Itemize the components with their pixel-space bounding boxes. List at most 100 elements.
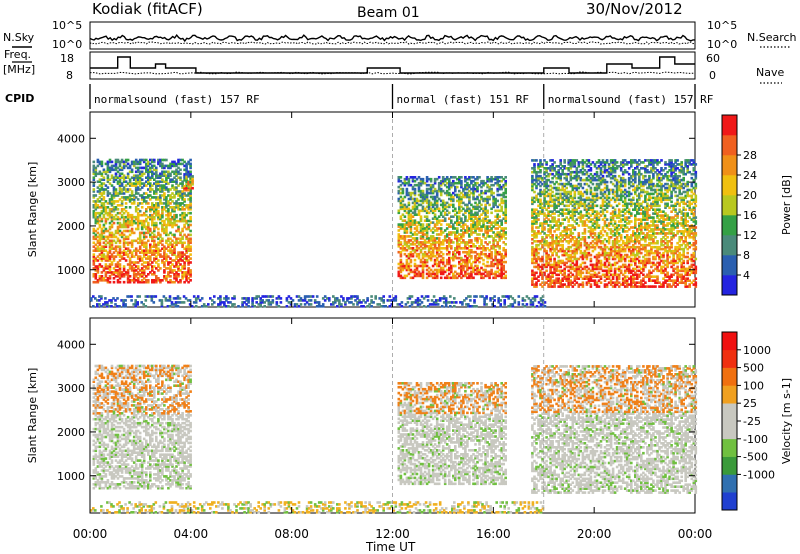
data-cell xyxy=(142,269,146,272)
data-cell xyxy=(116,217,120,221)
data-cell xyxy=(92,209,96,213)
data-cell xyxy=(553,257,556,261)
data-cell xyxy=(108,243,112,247)
data-cell xyxy=(421,225,425,228)
data-cell xyxy=(599,188,603,192)
data-cell xyxy=(468,274,471,278)
data-cell xyxy=(535,196,538,200)
data-cell xyxy=(98,206,102,209)
data-cell xyxy=(407,225,411,228)
data-cell xyxy=(116,263,120,266)
data-cell xyxy=(478,193,481,197)
data-cell xyxy=(177,190,180,193)
data-cell xyxy=(423,227,427,230)
data-cell xyxy=(134,192,138,195)
data-cell xyxy=(563,198,566,202)
data-cell xyxy=(126,188,130,191)
data-cell xyxy=(435,256,439,260)
data-cell xyxy=(601,165,605,168)
data-cell xyxy=(555,247,558,251)
data-cell xyxy=(555,165,558,168)
data-cell xyxy=(421,227,425,230)
data-cell xyxy=(535,251,538,255)
data-cell xyxy=(488,276,491,280)
data-cell xyxy=(106,280,110,284)
data-cell xyxy=(445,185,449,189)
data-cell xyxy=(98,241,102,245)
data-cell xyxy=(425,227,429,230)
data-cell xyxy=(413,219,417,222)
data-cell xyxy=(126,243,130,247)
data-cell xyxy=(165,198,168,201)
data-cell xyxy=(547,172,550,176)
data-cell xyxy=(409,221,413,224)
data-cell xyxy=(435,264,439,268)
data-cell xyxy=(577,267,581,271)
data-cell xyxy=(468,245,471,248)
data-cell xyxy=(130,176,134,179)
data-cell xyxy=(92,257,96,260)
data-cell xyxy=(565,167,568,170)
data-cell xyxy=(591,200,595,204)
data-cell xyxy=(122,245,126,248)
data-cell xyxy=(591,279,595,282)
data-cell xyxy=(545,222,548,225)
data-cell xyxy=(136,221,140,225)
data-cell xyxy=(480,207,483,211)
data-cell xyxy=(407,197,411,201)
data-cell xyxy=(595,216,599,219)
data-cell xyxy=(623,224,627,227)
data-cell xyxy=(399,195,403,199)
data-cell xyxy=(533,234,536,237)
data-cell xyxy=(555,253,558,257)
data-cell xyxy=(132,162,136,166)
data-cell xyxy=(100,172,104,176)
data-cell xyxy=(124,184,128,187)
data-cell xyxy=(445,235,449,238)
data-cell xyxy=(484,207,487,211)
data-cell xyxy=(585,214,589,217)
data-cell xyxy=(149,198,152,201)
data-cell xyxy=(118,164,122,168)
data-cell xyxy=(569,259,573,263)
data-cell xyxy=(466,276,469,280)
data-cell xyxy=(613,228,617,231)
data-cell xyxy=(153,215,156,219)
data-cell xyxy=(138,247,142,250)
data-cell xyxy=(535,170,538,174)
data-cell xyxy=(621,277,625,280)
data-cell xyxy=(464,270,467,274)
data-cell xyxy=(613,184,617,188)
data-cell xyxy=(617,269,621,273)
data-cell xyxy=(159,233,162,237)
data-cell xyxy=(593,163,597,166)
data-cell xyxy=(122,162,126,166)
data-cell xyxy=(183,267,186,270)
data-cell xyxy=(480,229,483,232)
data-cell xyxy=(175,190,178,193)
data-cell xyxy=(603,249,607,253)
data-cell xyxy=(411,243,415,246)
data-cell xyxy=(482,217,485,220)
data-cell xyxy=(559,159,562,162)
data-cell xyxy=(149,213,152,217)
data-cell xyxy=(189,269,192,272)
data-cell xyxy=(163,170,166,174)
data-cell xyxy=(140,263,144,266)
data-cell xyxy=(167,271,170,274)
data-cell xyxy=(153,271,156,274)
data-cell xyxy=(615,267,619,271)
data-cell xyxy=(545,261,548,265)
data-cell xyxy=(557,165,560,168)
data-cell xyxy=(603,182,607,186)
data-cell xyxy=(140,178,144,181)
data-cell xyxy=(130,184,134,187)
data-cell xyxy=(149,158,152,162)
data-cell xyxy=(575,243,579,247)
data-cell xyxy=(484,225,487,228)
data-cell xyxy=(157,241,160,245)
data-cell xyxy=(145,251,148,254)
data-cell xyxy=(423,262,427,266)
data-cell xyxy=(621,257,625,261)
data-cell xyxy=(557,255,560,259)
